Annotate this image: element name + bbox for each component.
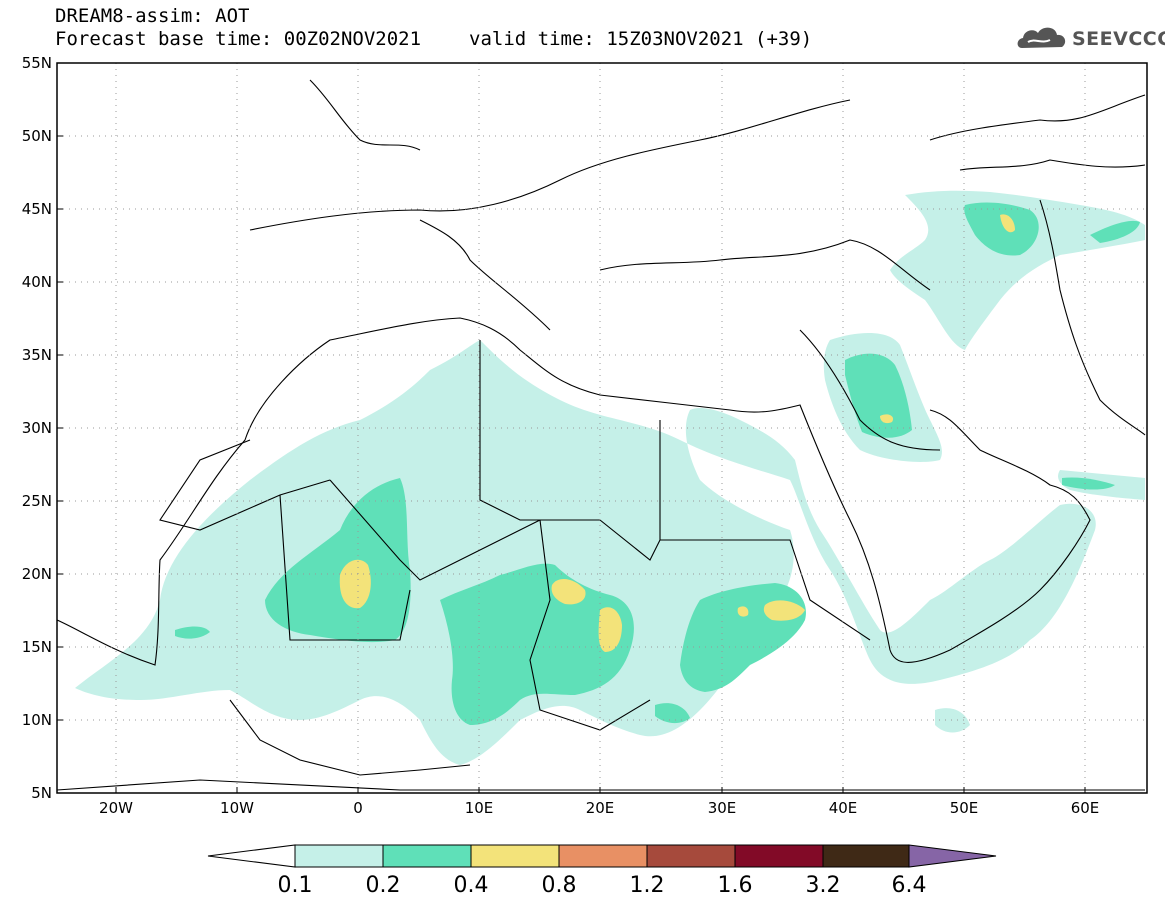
seevccc-logo: SEEVCCC [1016, 20, 1165, 56]
lat-label: 45N [22, 200, 52, 218]
colorbar-label: 0.8 [542, 873, 577, 898]
aot-band-0-1 [75, 190, 1145, 765]
colorbar-segment [470, 844, 560, 868]
lon-label: 10E [465, 799, 494, 817]
colorbar-label: 3.2 [806, 873, 841, 898]
base-time: Forecast base time: 00Z02NOV2021 [55, 28, 422, 50]
latitude-labels: 55N 50N 45N 40N 35N 30N 25N 20N 15N 10N … [22, 54, 52, 802]
lon-label: 0 [353, 799, 363, 817]
colorbar-segment [382, 844, 472, 868]
colorbar-label: 1.2 [630, 873, 665, 898]
aot-band-0-4 [339, 214, 1015, 652]
lat-label: 5N [31, 784, 52, 802]
aot-band-0-2 [175, 202, 1140, 725]
axis-ticks [57, 62, 1086, 794]
lat-label: 20N [22, 565, 52, 583]
cloud-icon [1017, 27, 1066, 48]
lon-label: 60E [1071, 799, 1100, 817]
lat-label: 55N [22, 54, 52, 72]
time-info: Forecast base time: 00Z02NOV2021 valid ti… [55, 29, 812, 49]
lon-label: 50E [950, 799, 979, 817]
colorbar-low-arrow [207, 844, 296, 868]
lat-label: 35N [22, 346, 52, 364]
colorbar-label: 0.4 [454, 873, 489, 898]
colorbar-label: 0.1 [278, 873, 313, 898]
lon-label: 40E [829, 799, 858, 817]
chart-title: DREAM8-assim: AOT [55, 5, 250, 27]
lat-label: 25N [22, 492, 52, 510]
lat-label: 50N [22, 127, 52, 145]
lon-label: 20W [99, 799, 133, 817]
colorbar-label: 6.4 [892, 873, 927, 898]
lat-label: 40N [22, 273, 52, 291]
aot-fields [75, 190, 1145, 765]
lon-label: 30E [708, 799, 737, 817]
colorbar-segment [822, 844, 910, 868]
logo-text: SEEVCCC [1072, 28, 1165, 50]
colorbar-segment [646, 844, 736, 868]
colorbar-label: 1.6 [718, 873, 753, 898]
colorbar-segment [294, 844, 384, 868]
longitude-labels: 20W 10W 0 10E 20E 30E 40E 50E 60E [99, 799, 1099, 817]
colorbar: 0.1 0.2 0.4 0.8 1.2 1.6 3.2 6.4 [207, 844, 997, 898]
lat-label: 10N [22, 711, 52, 729]
lat-label: 30N [22, 419, 52, 437]
lon-label: 20E [586, 799, 615, 817]
lat-label: 15N [22, 638, 52, 656]
colorbar-high-arrow [908, 844, 997, 868]
lon-label: 10W [220, 799, 254, 817]
colorbar-segment [558, 844, 648, 868]
valid-time: valid time: 15Z03NOV2021 (+39) [469, 28, 813, 50]
colorbar-segment [734, 844, 824, 868]
colorbar-label: 0.2 [366, 873, 401, 898]
